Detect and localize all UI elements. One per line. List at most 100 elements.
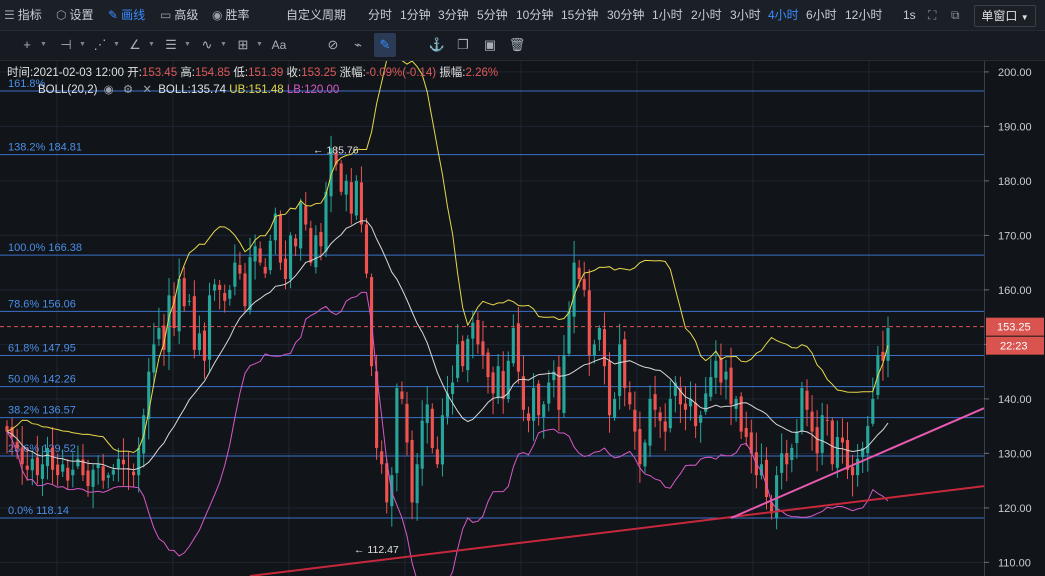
candle-body — [268, 240, 272, 271]
pen-icon[interactable]: ✎ — [374, 33, 396, 57]
fib-grid-icon[interactable]: ⊞ — [237, 37, 249, 52]
candle-body — [623, 339, 627, 388]
period-tab[interactable]: 5分钟 — [477, 8, 508, 22]
gear-icon: ⬡ — [56, 8, 67, 22]
candle-body — [15, 441, 19, 448]
period-tab[interactable]: 15分钟 — [561, 8, 599, 22]
candle-body — [339, 163, 343, 192]
fullscreen-icon[interactable]: ⛶ — [928, 8, 937, 22]
horizontal-line-icon[interactable]: ⊣ — [60, 37, 72, 52]
chevron-down-icon[interactable]: ▼ — [79, 41, 86, 48]
candle-body — [886, 328, 890, 361]
period-tab[interactable]: 1分钟 — [400, 8, 431, 22]
text-tool-icon[interactable]: Aa — [271, 38, 287, 52]
window-mode-select[interactable]: 单窗口 ▼ — [974, 5, 1036, 27]
period-tab[interactable]: 2小时 — [691, 8, 722, 22]
candle-body — [521, 376, 526, 410]
candle-body — [709, 377, 713, 397]
trash-icon[interactable]: 🗑 — [508, 37, 526, 52]
period-tab[interactable]: 3小时 — [730, 8, 761, 22]
period-tab[interactable]: 12小时 — [845, 8, 883, 22]
candle-body — [658, 412, 662, 421]
chevron-down-icon[interactable]: ▼ — [256, 41, 263, 48]
high-price-marker: ← 185.76 — [313, 145, 359, 157]
candle-body — [380, 451, 384, 465]
wave-icon[interactable]: ∿ — [201, 37, 213, 52]
top-menu-briefcase[interactable]: ▭ 高级 — [160, 0, 198, 30]
candle-body — [815, 427, 819, 454]
briefcase-icon: ▭ — [160, 8, 172, 22]
trend-line-icon[interactable]: ⋰ — [93, 37, 107, 52]
candle-body — [202, 330, 207, 361]
chevron-down-icon[interactable]: ▼ — [148, 41, 155, 48]
candle-body — [30, 458, 34, 471]
candle-body — [845, 440, 850, 470]
candle-body — [116, 458, 120, 468]
crosshair-icon[interactable]: + — [23, 37, 31, 52]
price-chart[interactable]: 161.8% 138.2% 184.81 100.0% 166.38 78.6% 15… — [0, 61, 1045, 576]
candle-body — [759, 464, 763, 476]
candle-body — [491, 372, 495, 394]
top-menu-target[interactable]: ◉ 胜率 — [212, 0, 250, 30]
candle-body — [400, 391, 404, 399]
candle-body — [683, 403, 688, 410]
close-icon[interactable]: ✕ — [142, 84, 153, 96]
candle-body — [20, 447, 24, 465]
candle-body — [582, 278, 586, 290]
candle-body — [182, 278, 186, 307]
boll-lb-value: 120.00 — [304, 84, 340, 96]
candle-body — [607, 360, 612, 416]
candle-body — [673, 382, 677, 396]
extra-period-tab[interactable]: 1s — [903, 8, 916, 22]
y-axis-tick-label: 180.00 — [998, 176, 1032, 188]
image-icon[interactable]: ▣ — [483, 37, 497, 52]
candle-body — [359, 182, 363, 225]
chevron-down-icon[interactable]: ▼ — [113, 41, 120, 48]
period-tab[interactable]: 10分钟 — [516, 8, 554, 22]
change-label: 涨幅: — [339, 67, 366, 79]
magnet-icon[interactable]: ⊘ — [327, 37, 339, 52]
anchor-icon[interactable]: ⚓ — [428, 37, 446, 52]
candle-body — [866, 426, 870, 454]
chevron-down-icon[interactable]: ▼ — [184, 41, 191, 48]
period-tab[interactable]: 4小时 — [768, 8, 799, 22]
candle-body — [724, 371, 728, 380]
custom-period-button[interactable]: 自定义周期 — [286, 8, 347, 22]
chevron-down-icon[interactable]: ▼ — [220, 41, 227, 48]
angle-icon[interactable]: ∠ — [129, 37, 141, 52]
boll-mid-label: BOLL: — [158, 84, 191, 96]
top-menu-label: 胜率 — [225, 8, 250, 22]
period-tab[interactable]: 分时 — [368, 8, 393, 22]
candle-body — [476, 320, 480, 345]
period-tab[interactable]: 6小时 — [806, 8, 837, 22]
popout-icon[interactable]: ⧉ — [951, 8, 960, 22]
candle-body — [810, 411, 814, 432]
period-tab[interactable]: 1小时 — [652, 8, 683, 22]
open-label: 开: — [127, 67, 142, 79]
settings-icon[interactable]: ⚙ — [122, 84, 134, 96]
low-value: 151.39 — [248, 67, 284, 79]
fib-level-label: 0.0% 118.14 — [8, 505, 69, 517]
candle-body — [552, 371, 556, 381]
copy-icon[interactable]: ❐ — [457, 37, 469, 52]
candle-body — [213, 284, 217, 291]
chevron-down-icon[interactable]: ▼ — [40, 41, 47, 48]
top-bar: ☰ 指标 ⬡ 设置 ✎ 画线 ▭ 高级 ◉ 胜率 自定义周期 分时 1分钟 3分钟 5分钟 10分钟 15分钟 3… — [0, 0, 1045, 31]
candle-body — [769, 502, 774, 514]
y-axis-tick-label: 120.00 — [998, 503, 1032, 515]
ruler-icon[interactable]: ⌁ — [354, 37, 362, 52]
top-menu-pencil[interactable]: ✎ 画线 — [108, 0, 145, 30]
candle-body — [420, 420, 424, 469]
parallel-lines-icon[interactable]: ☰ — [165, 37, 177, 52]
candle-body — [35, 457, 39, 476]
top-menu-gear[interactable]: ⬡ 设置 — [56, 0, 94, 30]
candle-body — [40, 464, 45, 479]
candle-body — [410, 439, 414, 503]
candle-body — [739, 396, 743, 432]
period-tab[interactable]: 3分钟 — [438, 8, 469, 22]
top-menu-indicator[interactable]: ☰ 指标 — [4, 0, 42, 30]
candle-body — [516, 323, 520, 372]
period-tab[interactable]: 30分钟 — [607, 8, 645, 22]
eye-icon[interactable]: ◉ — [103, 84, 114, 96]
candle-body — [354, 180, 358, 216]
